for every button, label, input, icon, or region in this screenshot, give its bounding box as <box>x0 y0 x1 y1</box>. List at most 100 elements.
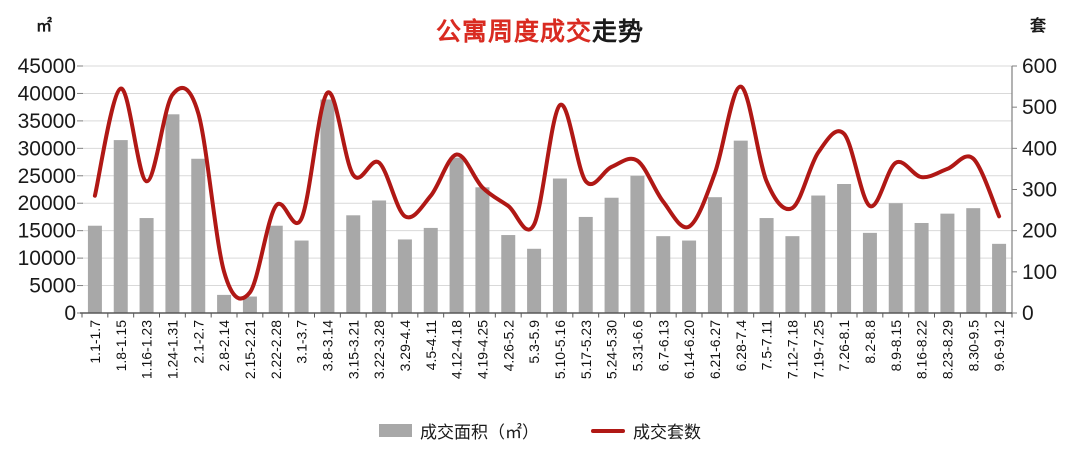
right-axis-tick-label: 100 <box>1022 261 1057 284</box>
bar <box>759 218 774 313</box>
right-axis-tick-label: 600 <box>1022 55 1057 78</box>
bar <box>423 227 438 313</box>
x-axis-tick-label: 5.31-6.6 <box>629 320 645 372</box>
right-axis: 600 500 400 300 200 100 0 <box>1011 55 1057 325</box>
x-axis-tick-label: 8.2-8.8 <box>862 320 878 364</box>
x-axis-tick-label: 7.26-8.1 <box>836 320 852 372</box>
x-axis-tick-label: 3.8-3.14 <box>319 320 335 372</box>
x-axis-tick-label: 9.6-9.12 <box>991 320 1007 372</box>
bar <box>191 158 206 313</box>
right-axis-tick-label: 200 <box>1022 220 1057 243</box>
bar <box>552 178 567 313</box>
bar <box>242 296 257 313</box>
bar-series-swatch-icon <box>379 424 412 437</box>
x-axis-tick-label: 3.15-3.21 <box>345 320 361 379</box>
bar <box>87 225 102 313</box>
x-axis-tick-label: 2.15-2.21 <box>242 320 258 379</box>
left-axis-tick-label: 0 <box>64 302 76 325</box>
left-axis-tick-label: 25000 <box>18 165 76 188</box>
bar <box>785 236 800 313</box>
x-axis <box>80 312 1013 318</box>
bar <box>682 240 697 313</box>
x-axis-tick-label: 1.8-1.15 <box>113 320 129 372</box>
legend-label-count: 成交套数 <box>633 423 701 442</box>
left-axis-unit-label: ㎡ <box>36 18 53 35</box>
bar <box>320 99 335 313</box>
x-axis-tick-label: 8.23-8.29 <box>939 320 955 379</box>
x-axis-tick-label: 8.30-9.5 <box>965 320 981 372</box>
x-axis-tick-label: 5.24-5.30 <box>604 320 620 379</box>
x-axis-tick-label: 1.24-1.31 <box>164 320 180 379</box>
bar <box>139 218 154 313</box>
chart-title-highlight: 公寓周度成交 <box>435 18 592 46</box>
bar <box>914 222 929 313</box>
legend-item-area: 成交面积（㎡） <box>379 418 539 443</box>
bar <box>992 243 1007 313</box>
bar <box>578 216 593 313</box>
bar <box>501 235 516 313</box>
x-axis-tick-label: 6.21-6.27 <box>707 320 723 379</box>
right-axis-tick-label: 500 <box>1022 96 1057 119</box>
legend: 成交面积（㎡） 成交套数 <box>0 418 1080 443</box>
bar <box>656 236 671 313</box>
x-axis-tick-label: 7.19-7.25 <box>810 320 826 379</box>
x-axis-tick-label: 4.12-4.18 <box>449 320 465 379</box>
left-axis-tick-label: 40000 <box>18 82 76 105</box>
left-axis-tick-label: 30000 <box>18 137 76 160</box>
x-axis-tick-label: 8.9-8.15 <box>888 320 904 372</box>
left-axis-tick-label: 45000 <box>18 55 76 78</box>
bar <box>372 200 387 313</box>
bar <box>527 248 542 313</box>
line-series-swatch-icon <box>591 428 625 433</box>
x-axis-tick-label: 4.5-4.11 <box>423 320 439 371</box>
bar <box>294 240 309 313</box>
bar <box>475 187 490 313</box>
left-axis: 45000 40000 35000 30000 25000 20000 15000 10000… <box>18 55 83 325</box>
bar <box>811 195 826 313</box>
legend-item-count: 成交套数 <box>591 418 701 443</box>
bar <box>217 294 232 313</box>
x-axis-tick-label: 8.16-8.22 <box>914 320 930 379</box>
x-axis-tick-label: 7.5-7.11 <box>759 320 775 371</box>
bars <box>87 99 1007 314</box>
bar <box>604 197 619 313</box>
bar <box>346 215 361 313</box>
bar <box>397 239 412 313</box>
left-axis-tick-label: 35000 <box>18 110 76 133</box>
left-axis-tick-label: 5000 <box>29 275 76 298</box>
x-axis-tick-label: 6.7-6.13 <box>655 320 671 372</box>
x-axis-tick-label: 5.10-5.16 <box>552 320 568 379</box>
chart-title: 公寓周度成交走势 <box>0 12 1080 48</box>
left-axis-tick-label: 15000 <box>18 220 76 243</box>
x-axis-tick-label: 4.26-5.2 <box>500 320 516 372</box>
bar <box>837 184 852 313</box>
x-axis-tick-label: 2.8-2.14 <box>216 320 232 372</box>
x-axis-tick-label: 1.16-1.23 <box>139 320 155 379</box>
bar <box>165 114 180 314</box>
left-axis-tick-label: 20000 <box>18 192 76 215</box>
chart-title-rest: 走势 <box>592 18 645 46</box>
x-axis-tick-label: 3.1-3.7 <box>294 320 310 364</box>
right-axis-tick-label: 400 <box>1022 137 1057 160</box>
x-axis-tick-label: 6.28-7.4 <box>733 320 749 372</box>
x-axis-tick-label: 2.1-2.7 <box>190 320 206 364</box>
bar <box>630 175 645 313</box>
x-axis-tick-label: 5.3-5.9 <box>526 320 542 364</box>
bar <box>449 157 464 313</box>
count-line <box>92 84 1002 301</box>
bar <box>113 140 128 313</box>
bar <box>862 232 877 313</box>
legend-label-area: 成交面积（㎡） <box>420 423 539 442</box>
bar <box>966 208 981 313</box>
x-axis-tick-label: 1.1-1.7 <box>87 320 103 364</box>
bar <box>888 203 903 313</box>
bar <box>940 213 955 313</box>
x-axis-tick-label: 4.19-4.25 <box>474 320 490 379</box>
x-axis-tick-label: 6.14-6.20 <box>681 320 697 379</box>
x-axis-tick-label: 5.17-5.23 <box>578 320 594 379</box>
bar <box>733 140 748 313</box>
bar <box>707 197 722 313</box>
x-axis-tick-label: 7.12-7.18 <box>784 320 800 379</box>
